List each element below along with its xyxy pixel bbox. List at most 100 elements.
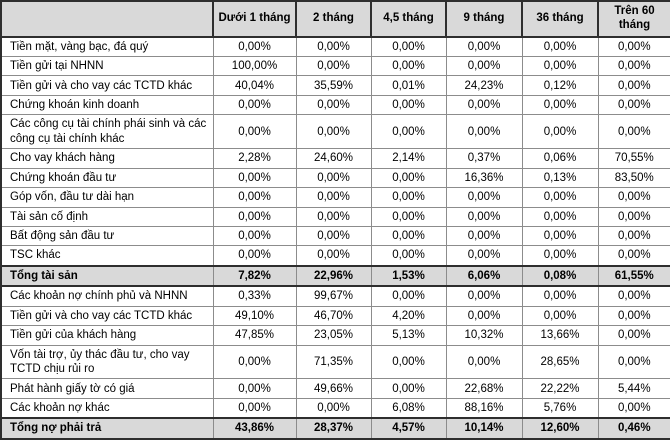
value-cell: 47,85% [212, 325, 297, 346]
value-cell: 0,00% [295, 397, 372, 419]
value-cell: 99,67% [295, 285, 372, 307]
row-label: Bất động sản đầu tư [0, 225, 214, 247]
value-cell: 0,00% [295, 36, 372, 58]
column-header: 4,5 tháng [370, 0, 447, 38]
value-cell: 0,00% [521, 187, 599, 208]
value-cell: 0,00% [521, 225, 599, 247]
value-cell: 46,70% [295, 305, 372, 327]
value-cell: 0,00% [295, 167, 372, 189]
row-label: Tổng tài sản [0, 264, 214, 288]
value-cell: 0,00% [445, 206, 523, 227]
table-row: Các khoản nợ khác 0,00% 0,00% 6,08% 88,16% 5,… [0, 397, 670, 419]
value-cell: 43,86% [212, 417, 297, 440]
value-cell: 0,00% [212, 378, 297, 399]
value-cell: 28,65% [521, 344, 599, 380]
value-cell: 0,00% [521, 245, 599, 267]
value-cell: 5,44% [597, 378, 670, 399]
value-cell: 0,00% [212, 114, 297, 150]
value-cell: 0,00% [295, 225, 372, 247]
value-cell: 0,00% [597, 397, 670, 419]
value-cell: 0,00% [597, 225, 670, 247]
value-cell: 0,00% [370, 344, 447, 380]
value-cell: 0,00% [597, 325, 670, 346]
value-cell: 12,60% [521, 417, 599, 440]
value-cell: 83,50% [597, 167, 670, 189]
value-cell: 0,37% [445, 148, 523, 169]
value-cell: 0,06% [521, 148, 599, 169]
value-cell: 0,00% [597, 187, 670, 208]
row-label: Tiền gửi và cho vay các TCTD khác [0, 75, 214, 96]
value-cell: 0,00% [370, 245, 447, 267]
value-cell: 0,00% [521, 94, 599, 116]
value-cell: 70,55% [597, 148, 670, 169]
value-cell: 10,32% [445, 325, 523, 346]
value-cell: 0,12% [521, 75, 599, 96]
total-row: Tổng nợ phải trả 43,86% 28,37% 4,57% 10,14% 1… [0, 417, 670, 440]
value-cell: 0,08% [521, 264, 599, 288]
value-cell: 2,14% [370, 148, 447, 169]
header-row: Dưới 1 tháng 2 tháng 4,5 tháng 9 tháng 36 th… [0, 0, 670, 38]
value-cell: 22,68% [445, 378, 523, 399]
value-cell: 0,00% [370, 285, 447, 307]
value-cell: 0,00% [295, 187, 372, 208]
row-label: Chứng khoán kinh doanh [0, 94, 214, 116]
table-row: Phát hành giấy tờ có giá 0,00% 49,66% 0,00%… [0, 378, 670, 399]
value-cell: 0,00% [597, 94, 670, 116]
value-cell: 0,00% [370, 206, 447, 227]
column-header: Trên 60 tháng [597, 0, 670, 38]
value-cell: 0,00% [521, 36, 599, 58]
value-cell: 2,28% [212, 148, 297, 169]
value-cell: 0,00% [521, 114, 599, 150]
value-cell: 0,00% [212, 94, 297, 116]
table-row: Tiền gửi và cho vay các TCTD khác 40,04% 3… [0, 75, 670, 96]
value-cell: 0,46% [597, 417, 670, 440]
value-cell: 0,00% [445, 305, 523, 327]
value-cell: 16,36% [445, 167, 523, 189]
value-cell: 0,00% [370, 225, 447, 247]
value-cell: 0,00% [370, 36, 447, 58]
row-label: Phát hành giấy tờ có giá [0, 378, 214, 399]
value-cell: 0,00% [521, 305, 599, 327]
value-cell: 0,00% [370, 56, 447, 77]
value-cell: 0,00% [445, 344, 523, 380]
table-row: Tài sản cố định 0,00% 0,00% 0,00% 0,00% 0,00%… [0, 206, 670, 227]
value-cell: 49,10% [212, 305, 297, 327]
value-cell: 0,00% [597, 36, 670, 58]
table-row: Tiền mặt, vàng bạc, đá quý 0,00% 0,00% 0,00… [0, 36, 670, 58]
column-header: 9 tháng [445, 0, 523, 38]
value-cell: 0,00% [212, 187, 297, 208]
value-cell: 0,00% [370, 94, 447, 116]
corner-cell [0, 0, 214, 38]
value-cell: 6,08% [370, 397, 447, 419]
value-cell: 0,00% [295, 114, 372, 150]
value-cell: 0,00% [295, 94, 372, 116]
row-label: Góp vốn, đầu tư dài hạn [0, 187, 214, 208]
value-cell: 4,20% [370, 305, 447, 327]
value-cell: 0,00% [445, 114, 523, 150]
value-cell: 0,00% [597, 206, 670, 227]
value-cell: 0,00% [597, 75, 670, 96]
value-cell: 0,00% [212, 397, 297, 419]
value-cell: 0,00% [445, 36, 523, 58]
table-row: Tiền gửi tại NHNN 100,00% 0,00% 0,00% 0,00% 0… [0, 56, 670, 77]
column-header: 36 tháng [521, 0, 599, 38]
row-label: Tiền gửi và cho vay các TCTD khác [0, 305, 214, 327]
table-row: TSC khác 0,00% 0,00% 0,00% 0,00% 0,00% 0,00% [0, 245, 670, 267]
value-cell: 6,06% [445, 264, 523, 288]
value-cell: 0,00% [370, 167, 447, 189]
value-cell: 0,00% [445, 285, 523, 307]
row-label: Tiền mặt, vàng bạc, đá quý [0, 36, 214, 58]
row-label: Cho vay khách hàng [0, 148, 214, 169]
table-row: Các công cụ tài chính phái sinh và các c… [0, 114, 670, 150]
row-label: Các công cụ tài chính phái sinh và các c… [0, 114, 214, 150]
value-cell: 0,00% [212, 225, 297, 247]
column-header: 2 tháng [295, 0, 372, 38]
row-label: Tổng nợ phải trả [0, 417, 214, 440]
value-cell: 0,00% [597, 305, 670, 327]
value-cell: 0,00% [597, 344, 670, 380]
table-row: Cho vay khách hàng 2,28% 24,60% 2,14% 0,37% 0… [0, 148, 670, 169]
value-cell: 0,00% [445, 245, 523, 267]
value-cell: 0,00% [521, 206, 599, 227]
value-cell: 4,57% [370, 417, 447, 440]
